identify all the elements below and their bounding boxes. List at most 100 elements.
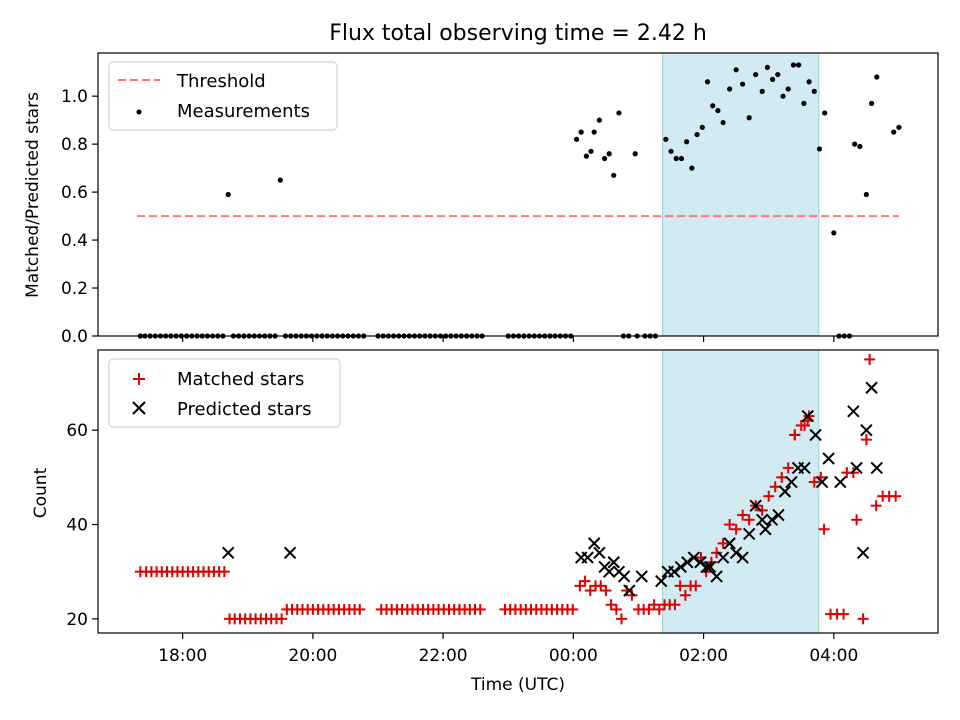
- legend-threshold-label: Threshold: [176, 71, 266, 92]
- bottom-plot-frame: [97, 349, 939, 634]
- matched-star-point: [674, 580, 686, 592]
- measurement-point: [831, 230, 837, 236]
- x-tick-label: 02:00: [679, 646, 728, 666]
- measurement-point: [668, 148, 674, 154]
- matched-star-point: [851, 514, 863, 526]
- predicted-star-point: [668, 565, 681, 578]
- matched-star-point: [276, 613, 288, 625]
- x-tick-label: 22:00: [419, 646, 468, 666]
- matched-star-point: [474, 603, 486, 615]
- matched-star-point: [737, 509, 749, 521]
- matched-star-point: [743, 514, 755, 526]
- bottom-y-axis-label: Count: [31, 467, 51, 518]
- measurement-point: [715, 107, 721, 114]
- matched-star-point: [595, 580, 607, 592]
- predicted-star-point: [681, 556, 694, 569]
- measurement-point: [611, 172, 617, 178]
- predicted-star-point: [694, 556, 707, 569]
- y-tick-label: 1.0: [61, 87, 88, 107]
- measurement-point: [616, 110, 622, 116]
- bottom-legend-box: [108, 358, 341, 428]
- measurement-point: [606, 151, 612, 157]
- matched-star-point: [653, 603, 665, 615]
- predicted-star-point: [809, 428, 822, 442]
- predicted-star-point: [593, 546, 606, 560]
- measurement-point: [874, 74, 880, 80]
- matched-star-point: [730, 523, 742, 535]
- bottom-y-ticks: 20 40 60: [66, 421, 98, 630]
- predicted-star-point: [617, 570, 631, 583]
- matched-star-point: [354, 603, 366, 615]
- chart-title: Flux total observing time = 2.42 h: [329, 21, 707, 46]
- predicted-star-point: [860, 423, 873, 437]
- predicted-star-point: [755, 513, 769, 527]
- legend-matched-label: Matched stars: [177, 369, 304, 390]
- measurement-point: [740, 81, 746, 87]
- top-legend: Threshold Measurements: [108, 61, 338, 131]
- legend-predicted-label: Predicted stars: [177, 399, 311, 420]
- matched-star-point: [679, 589, 691, 601]
- matched-star-point: [782, 462, 794, 474]
- measurement-point: [785, 86, 791, 92]
- matched-star-point: [838, 608, 850, 620]
- y-tick-label: 20: [66, 610, 88, 630]
- predicted-star-point: [765, 513, 779, 527]
- matched-star-point: [857, 613, 869, 625]
- matched-star-point: [648, 599, 660, 611]
- measurement-point: [588, 148, 594, 154]
- predicted-star-point: [822, 452, 835, 465]
- matched-star-point: [626, 589, 638, 601]
- measurement-point: [806, 79, 812, 85]
- matched-star-point: [870, 500, 882, 512]
- top-y-axis-label: Matched/Predicted stars: [23, 92, 43, 298]
- predicted-star-point: [723, 537, 736, 550]
- measurement-point: [720, 119, 726, 126]
- measurement-point: [775, 71, 781, 78]
- predicted-star-point: [581, 551, 594, 564]
- matched-star-point: [717, 537, 729, 549]
- measurement-point: [663, 136, 669, 142]
- bottom-panel: 20 40 60 18:00 20:00 22:00 00:00 02:00 04:00 Co…: [31, 336, 939, 695]
- y-tick-label: 60: [66, 421, 88, 441]
- matched-star-point: [579, 575, 591, 587]
- measurement-point: [673, 155, 679, 162]
- measurement-point: [780, 93, 786, 99]
- matched-star-point: [669, 599, 681, 611]
- predicted-star-point: [785, 475, 798, 489]
- y-tick-label: 0.6: [61, 183, 88, 203]
- measurement-point: [811, 88, 817, 94]
- matched-star-point: [799, 419, 811, 431]
- matched-star-point: [218, 566, 230, 578]
- predicted-star-point: [778, 485, 792, 498]
- predicted-star-point: [801, 409, 814, 423]
- predicted-star-point: [703, 560, 717, 574]
- x-tick-label: 04:00: [809, 646, 858, 666]
- measurement-point: [684, 139, 690, 145]
- predicted-star-point: [222, 546, 235, 560]
- predicted-stars-points: [222, 381, 883, 597]
- measurement-point: [689, 165, 695, 171]
- measurement-point: [770, 76, 776, 82]
- legend-measurements-label: Measurements: [177, 101, 310, 122]
- measurement-point: [759, 88, 765, 94]
- measurement-point: [277, 177, 283, 183]
- measurement-point: [816, 146, 823, 152]
- matched-star-point: [818, 523, 830, 535]
- measurement-point: [710, 103, 716, 109]
- measurement-point: [753, 71, 759, 78]
- matched-star-point: [567, 603, 579, 615]
- x-axis-label: Time (UTC): [470, 675, 565, 695]
- measurement-point: [863, 191, 869, 198]
- measurement-point: [225, 191, 231, 198]
- predicted-star-point: [736, 551, 749, 564]
- matched-star-point: [690, 580, 702, 592]
- observing-window-shade: [662, 52, 820, 337]
- matched-star-point: [763, 490, 775, 502]
- measurement-point: [796, 62, 802, 68]
- measurement-point: [678, 155, 685, 162]
- predicted-star-point: [623, 584, 636, 597]
- predicted-star-point: [850, 461, 863, 475]
- measurement-point: [852, 141, 858, 147]
- y-tick-label: 0.4: [61, 231, 88, 251]
